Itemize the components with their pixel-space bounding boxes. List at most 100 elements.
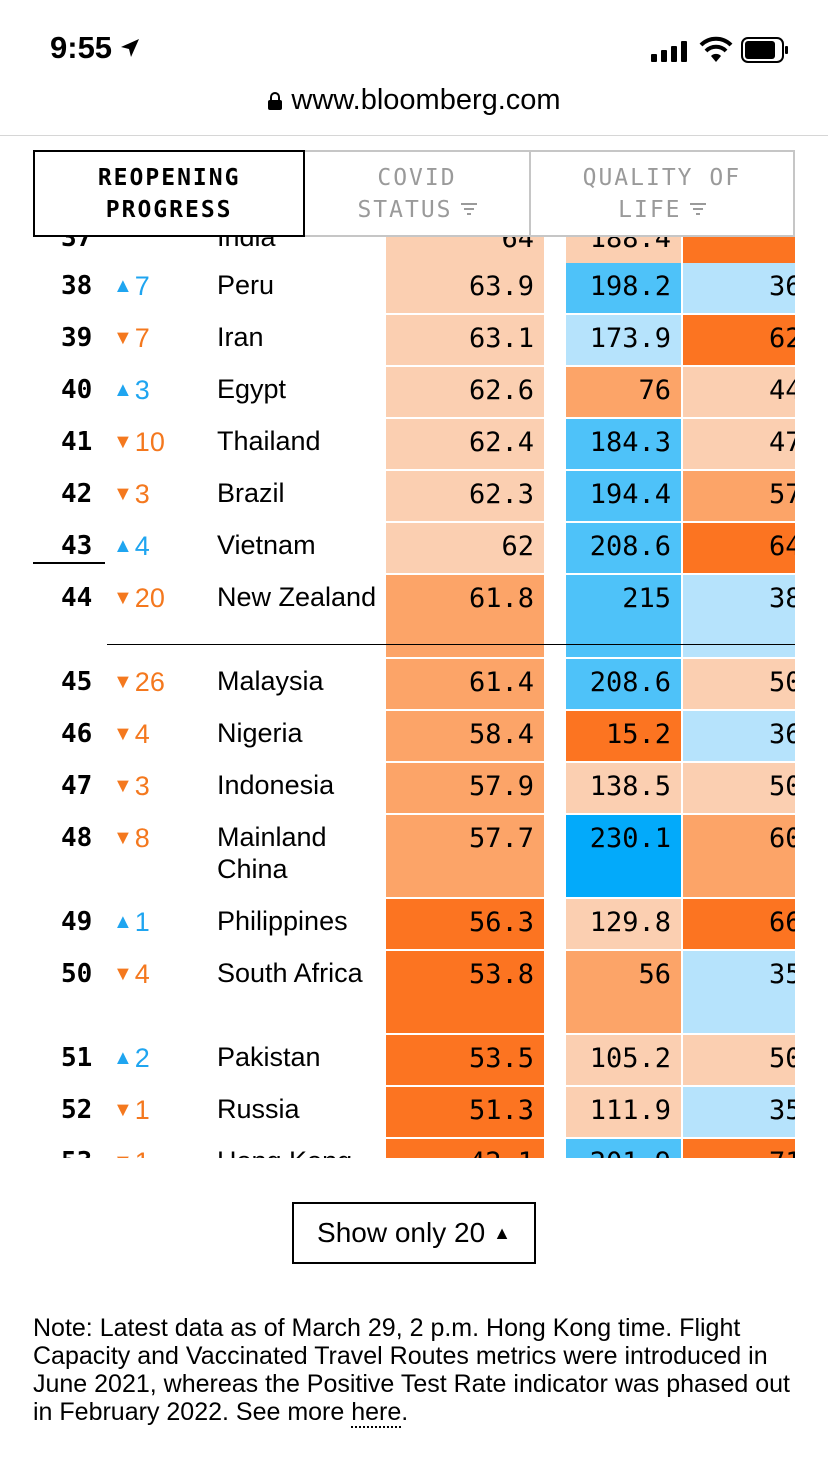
qol-cell: 71 <box>683 1139 795 1158</box>
rank-change-value: 1 <box>134 907 150 937</box>
table-row: 44 ▼ 20 New Zealand 61.8 215 38 <box>33 575 795 657</box>
triangle-up-icon: ▲ <box>113 275 133 297</box>
triangle-down-icon: ▼ <box>113 1099 133 1121</box>
country-cell: Pakistan <box>217 1042 321 1072</box>
value-cell: 208.6 <box>566 523 681 573</box>
rank-cell: 45 <box>61 667 93 697</box>
rank-change-value: 10 <box>134 427 165 457</box>
score-cell: 56.3 <box>386 899 544 949</box>
score-cell: 51.3 <box>386 1087 544 1137</box>
score-cell: 53.8 <box>386 951 544 1033</box>
rank-cell: 51 <box>61 1043 93 1073</box>
table-row: 48 ▼ 8 Mainland China 57.7 230.1 60 <box>33 815 795 897</box>
rank-change-cell: ▼ 4 <box>113 711 203 761</box>
table-row: 51 ▲ 2 Pakistan 53.5 105.2 50 <box>33 1035 795 1085</box>
rank-change-cell: ▼ 4 <box>113 951 203 1033</box>
rank-change-value: 4 <box>134 531 150 561</box>
qol-cell: 44 <box>683 367 795 417</box>
see-more-link[interactable]: here <box>351 1398 402 1428</box>
tab-label-line2: LIFE <box>618 196 682 223</box>
time-label: 9:55 <box>50 30 113 65</box>
value-cell: 194.4 <box>566 471 681 521</box>
rank-cell: 46 <box>61 719 93 749</box>
value-cell: 56 <box>566 951 681 1033</box>
show-only-20-button[interactable]: Show only 20 ▲ <box>292 1202 536 1264</box>
rank-change-cell: ▼ 3 <box>113 763 203 813</box>
country-cell: Malaysia <box>217 666 324 696</box>
rank-change-value: 1 <box>135 1147 150 1158</box>
rank-change-value: 1 <box>134 1095 150 1125</box>
tab-label-line1: QUALITY OF <box>582 164 742 191</box>
tab-quality-of-life[interactable]: QUALITY OF LIFE <box>531 150 793 237</box>
qol-cell: 35 <box>683 951 795 1033</box>
table-row: 40 ▲ 3 Egypt 62.6 76 44 <box>33 367 795 417</box>
rank-cell: 52 <box>61 1095 93 1125</box>
rank-change-value: 3 <box>134 375 150 405</box>
country-cell: Egypt <box>217 374 287 404</box>
value-cell: 105.2 <box>566 1035 681 1085</box>
country-cell: Mainland China <box>217 822 327 884</box>
qol-cell: 50 <box>683 1035 795 1085</box>
score-cell: 58.4 <box>386 711 544 761</box>
score-cell: 57.9 <box>386 763 544 813</box>
country-cell: New Zealand <box>217 582 377 612</box>
table-row-partial: 37 India 64 188.4 <box>33 237 795 263</box>
rank-cell: 39 <box>61 323 93 353</box>
table-row: 50 ▼ 4 South Africa 53.8 56 35 <box>33 951 795 1033</box>
rank-cell: 42 <box>61 479 93 509</box>
rank-cell: 47 <box>61 771 93 801</box>
qol-cell: 62 <box>683 315 795 365</box>
qol-cell: 36 <box>683 263 795 313</box>
rank-change-cell: ▲ 2 <box>113 1035 203 1085</box>
score-cell: 62.3 <box>386 471 544 521</box>
triangle-up-icon: ▲ <box>113 911 133 933</box>
rank-change-cell: ▼ 26 <box>113 659 203 709</box>
score-cell: 62.4 <box>386 419 544 469</box>
tab-covid-status[interactable]: COVID STATUS <box>305 150 531 237</box>
tab-reopening-progress[interactable]: REOPENING PROGRESS <box>33 150 306 237</box>
tab-label-line1: REOPENING <box>97 164 241 191</box>
show-button-label: Show only 20 <box>317 1217 486 1248</box>
table-row: 41 ▼ 10 Thailand 62.4 184.3 47 <box>33 419 795 469</box>
value-cell: 201.9 <box>566 1139 681 1158</box>
cellular-signal-icon <box>651 40 687 62</box>
triangle-down-icon: ▼ <box>113 327 133 349</box>
table-row: 42 ▼ 3 Brazil 62.3 194.4 57 <box>33 471 795 521</box>
country-cell: Hong Kong <box>217 1139 387 1158</box>
filter-icon <box>689 203 706 215</box>
score-cell: 61.8 <box>386 575 544 657</box>
rank-change-value: 2 <box>134 1043 150 1073</box>
note-end: . <box>401 1398 409 1426</box>
rank-cell: 49 <box>61 907 93 937</box>
country-cell: Russia <box>217 1094 300 1124</box>
rank-change-cell: ▼ 20 <box>113 575 203 657</box>
rank-cell: 44 <box>61 583 93 613</box>
rank-cell: 41 <box>61 427 93 457</box>
country-cell: Vietnam <box>217 530 316 560</box>
triangle-down-icon: ▼ <box>113 1151 133 1158</box>
rank-change-cell: ▲ 7 <box>113 263 203 313</box>
rank-change-cell: ▲ 1 <box>113 899 203 949</box>
rank-cell: 43 <box>61 531 93 561</box>
qol-cell: 64 <box>683 523 795 573</box>
score-cell: 62.6 <box>386 367 544 417</box>
footnote: Note: Latest data as of March 29, 2 p.m.… <box>33 1314 803 1428</box>
rank-cell: 53 <box>61 1139 131 1158</box>
qol-cell: 35 <box>683 1087 795 1137</box>
rank-change-value: 3 <box>134 479 150 509</box>
lock-icon <box>268 91 283 110</box>
value-cell: 15.2 <box>566 711 681 761</box>
triangle-down-icon: ▼ <box>113 963 133 985</box>
rank-change-value: 26 <box>134 667 165 697</box>
value-cell: 184.3 <box>566 419 681 469</box>
qol-cell: 47 <box>683 419 795 469</box>
address-bar[interactable]: www.bloomberg.com <box>0 80 828 136</box>
rank-change-cell: ▲ 4 <box>113 523 203 573</box>
rank-change-cell: ▼ 3 <box>113 471 203 521</box>
value-cell: 215 <box>566 575 681 657</box>
triangle-up-icon: ▲ <box>113 535 133 557</box>
triangle-down-icon: ▼ <box>113 671 133 693</box>
score-cell: 62 <box>386 523 544 573</box>
triangle-down-icon: ▼ <box>113 587 133 609</box>
triangle-down-icon: ▼ <box>113 723 133 745</box>
